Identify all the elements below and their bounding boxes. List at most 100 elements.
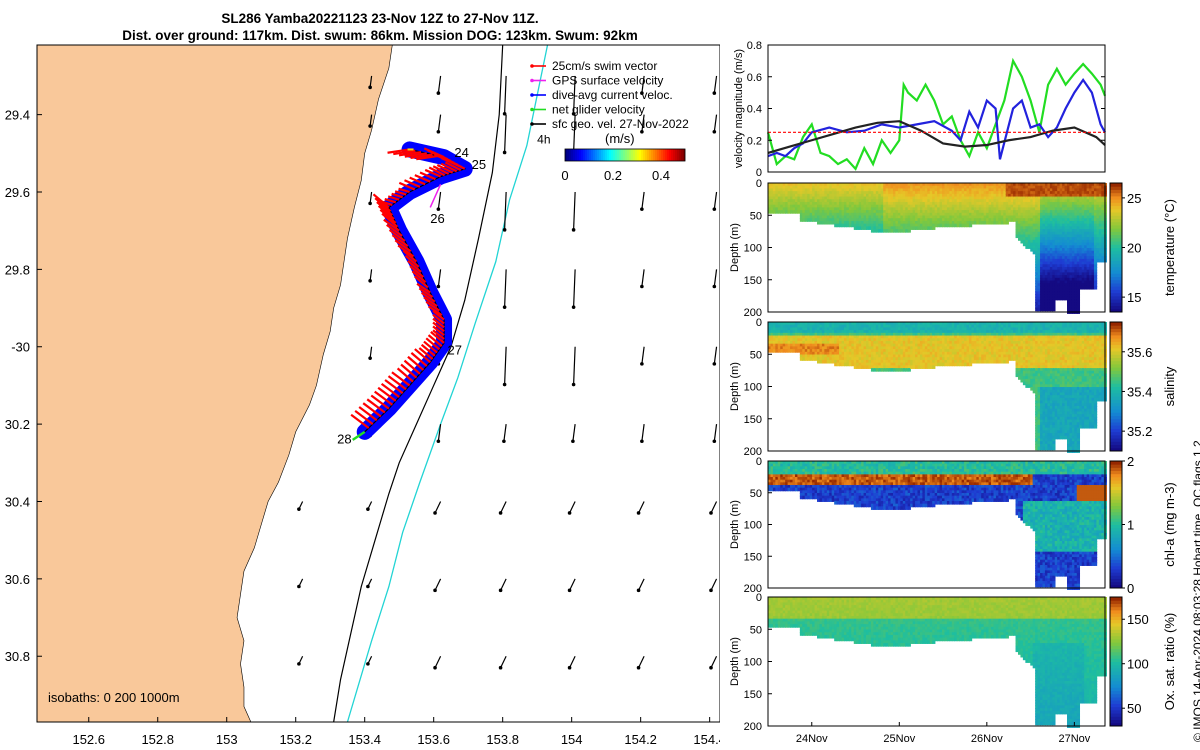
section-cell — [861, 335, 865, 340]
section-cell — [804, 218, 808, 222]
section-cell — [959, 207, 963, 211]
geo-vector — [710, 655, 718, 668]
section-cell — [991, 359, 995, 364]
section-cell — [846, 330, 850, 334]
section-cell — [1037, 234, 1041, 239]
section-cell — [978, 359, 982, 364]
section-cell — [870, 338, 875, 342]
section-cell — [946, 183, 951, 187]
section-cell — [1093, 207, 1098, 211]
swim-vector — [391, 371, 411, 387]
section-cell — [848, 220, 853, 225]
section-cell — [1084, 210, 1088, 214]
section-cell — [910, 201, 914, 206]
section-cell — [1062, 269, 1066, 274]
section-cell — [856, 201, 860, 206]
section-cell — [968, 351, 973, 356]
section-cell — [1015, 354, 1019, 359]
section-cell — [932, 183, 936, 187]
section-cell — [1089, 183, 1093, 187]
section-cell — [1032, 245, 1036, 249]
section-cell — [907, 368, 911, 372]
section-cell — [858, 322, 862, 326]
section-cell — [1091, 207, 1095, 211]
section-cell — [988, 351, 992, 356]
colorbar-swatch — [1110, 308, 1122, 313]
section-cell — [1030, 210, 1034, 214]
section-cell — [1037, 283, 1041, 287]
section-cell — [1084, 239, 1088, 244]
section-cell — [1101, 204, 1105, 209]
section-cell — [1098, 253, 1103, 258]
section-cell — [988, 327, 992, 332]
section-cell — [946, 199, 951, 203]
section-cell — [1042, 288, 1046, 293]
section-cell — [1030, 196, 1034, 201]
section-cell — [870, 365, 875, 369]
section-cell — [964, 357, 968, 361]
colorbar-swatch — [1110, 189, 1122, 194]
geo-vector-head — [712, 284, 717, 289]
section-cell — [1010, 199, 1014, 203]
section-cell — [1059, 261, 1063, 266]
section-cell — [981, 207, 985, 211]
section-cell — [983, 218, 987, 222]
section-cell — [790, 322, 794, 326]
section-cell — [892, 327, 897, 332]
section-cell — [971, 322, 975, 326]
section-cell — [897, 330, 902, 334]
section-cell — [1086, 191, 1090, 195]
section-cell — [831, 188, 835, 193]
section-cell — [1005, 351, 1009, 356]
section-cell — [1084, 264, 1088, 268]
section-cell — [875, 193, 880, 198]
section-cell — [792, 196, 796, 201]
section-cell — [983, 188, 987, 193]
section-cell — [1044, 261, 1049, 266]
section-cell — [821, 196, 826, 201]
section-cell — [917, 218, 921, 222]
section-cell — [826, 210, 831, 214]
section-cell — [1027, 239, 1031, 244]
y-tick-label: 29.4 — [5, 108, 30, 123]
section-cell — [968, 340, 973, 345]
swim-vector — [387, 375, 407, 391]
section-cell — [1054, 253, 1058, 258]
section-cell — [956, 340, 960, 345]
section-cell — [902, 212, 906, 217]
section-cell — [836, 335, 840, 340]
section-cell — [1062, 191, 1066, 195]
section-cell — [1042, 275, 1046, 279]
section-cell — [787, 207, 791, 211]
section-cell — [777, 338, 782, 342]
section-cell — [959, 359, 963, 364]
section-cell — [1054, 266, 1058, 271]
section-cell — [831, 357, 835, 361]
section-cell — [802, 354, 806, 359]
section-cell — [895, 207, 899, 211]
section-cell — [770, 188, 774, 193]
section-cell — [1098, 201, 1103, 206]
section-cell — [1093, 185, 1098, 190]
section-cell — [1017, 229, 1022, 233]
section-cell — [883, 193, 887, 198]
colorbar-frame — [564, 148, 686, 162]
section-cell — [777, 330, 782, 334]
section-cell — [900, 210, 904, 214]
section-cell — [1064, 212, 1068, 217]
section-cell — [1081, 196, 1085, 201]
section-cell — [787, 349, 791, 353]
section-cell — [1079, 215, 1083, 220]
section-cell — [934, 346, 938, 350]
section-cell — [1020, 223, 1024, 228]
section-cell — [843, 223, 848, 228]
section-cell — [1030, 204, 1034, 209]
section-cell — [848, 324, 853, 329]
section-cell — [1091, 183, 1095, 187]
section-cell — [1089, 285, 1093, 290]
section-cell — [1015, 196, 1019, 201]
section-cell — [1076, 269, 1081, 274]
section-cell — [959, 327, 963, 332]
section-cell — [919, 210, 924, 214]
section-cell — [809, 218, 813, 222]
